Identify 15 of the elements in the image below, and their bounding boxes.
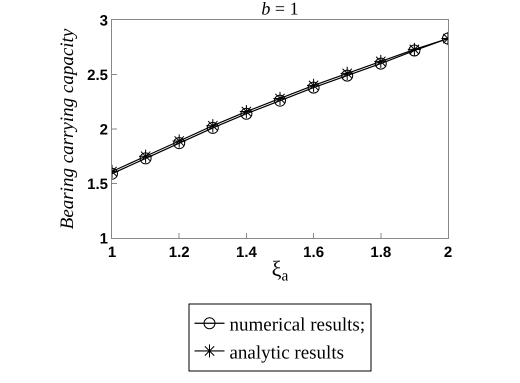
y-tick-label: 2 (100, 121, 108, 138)
y-tick-label: 3 (100, 12, 108, 30)
x-axis-title: ξ$_{a}$ (272, 256, 288, 285)
x-tick-label: 1.2 (168, 244, 190, 261)
x-tick-label: 1.6 (303, 244, 324, 261)
chart-title: b = 1 (261, 0, 299, 19)
x-tick-label: 1.4 (236, 244, 258, 261)
legend-label: numerical results; (230, 314, 366, 336)
y-axis-title: Bearing carrying capacity (56, 28, 78, 230)
y-tick-label: 2.5 (87, 66, 108, 84)
y-tick-label: 1.5 (87, 176, 108, 193)
y-tick-label: 1 (100, 230, 108, 248)
legend-label: analytic results (230, 342, 344, 364)
x-tick-label: 1.8 (370, 244, 392, 261)
x-tick-label: 2 (444, 244, 452, 261)
